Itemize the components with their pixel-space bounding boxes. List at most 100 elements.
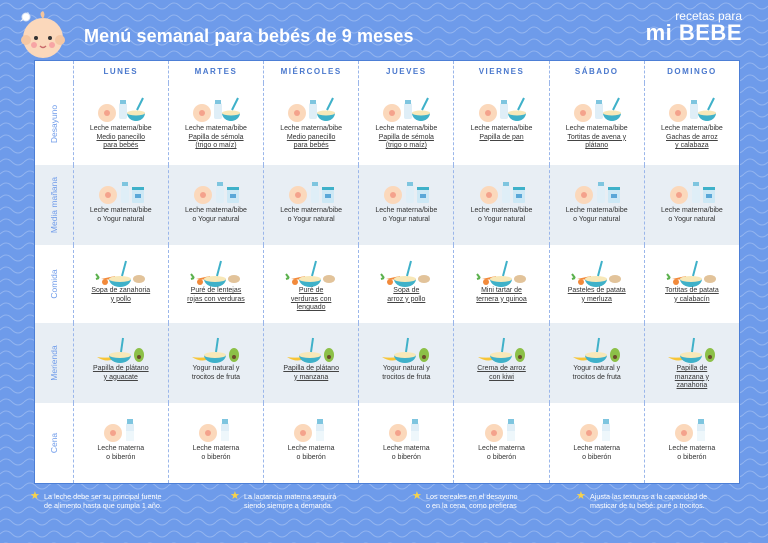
dish-text: Crema de arroz con kiwi <box>457 365 545 382</box>
recipe-link-text[interactable]: arroz y pollo <box>387 295 426 303</box>
menu-cell: Mini tartar de ternera y quinoa <box>453 245 548 323</box>
menu-cell: Yogur natural y trocitos de fruta <box>548 323 644 403</box>
meal-label: Cena <box>48 432 59 454</box>
day-header-2: MIÉRCOLES <box>263 61 358 83</box>
footer-tip-line: Los cereales en el desayuno <box>426 492 518 501</box>
dish-alt-text: o biberón <box>677 453 707 461</box>
dish-text: Leche materna/bibe Tortitas de avena y plá… <box>553 125 641 151</box>
recipe-link-text[interactable]: Medio panecillo <box>286 133 336 141</box>
recipe-link-text[interactable]: y aguacate <box>103 373 138 381</box>
breast-bottle-icon <box>198 419 229 442</box>
bottle-bowl-icon <box>478 97 526 122</box>
footer-tip-line: Ajusta las texturas a la capacidad de <box>590 492 708 501</box>
dish-base-text: Leche materna <box>382 445 430 452</box>
dish-text: Yogur natural y trocitos de fruta <box>553 365 641 382</box>
dish-base-text: Yogur natural y <box>192 365 240 372</box>
recipe-link-text[interactable]: Papilla de plátano <box>283 365 339 372</box>
footer-tip-text: La leche debe ser su principal fuente de … <box>44 492 162 510</box>
recipe-link-text[interactable]: Gachas de arroz <box>666 133 718 141</box>
breast-bottle-icon <box>579 419 610 442</box>
recipe-link-text[interactable]: manzana y <box>674 373 710 381</box>
dish-alt-text: o Yogur natural <box>477 215 526 223</box>
dish-base-text: Leche materna/bibe <box>660 125 723 132</box>
dish-alt-text: o Yogur natural <box>382 215 430 223</box>
menu-cell: Leche materna/bibe o Yogur natural <box>263 165 358 245</box>
recipe-link-text[interactable]: y pollo <box>110 295 131 303</box>
recipe-link-text[interactable]: (trigo o maíz) <box>195 142 237 150</box>
recipe-link-text[interactable]: Sopa de <box>393 287 420 294</box>
recipe-link-text[interactable]: y calabacín <box>674 295 710 303</box>
recipe-link-text[interactable]: rojas con verduras <box>187 295 245 303</box>
meal-label-cell: Cena <box>35 403 73 483</box>
recipe-link-text[interactable]: ternera y quinoa <box>476 295 527 303</box>
dish-text: Papilla de plátano y aguacate <box>77 365 165 382</box>
recipe-link-text[interactable]: Papilla de plátano <box>92 365 149 372</box>
recipe-link-text[interactable]: lenguado <box>296 304 326 312</box>
dish-text: Yogur natural y trocitos de fruta <box>172 365 260 382</box>
dish-text: Leche materna o biberón <box>648 445 736 462</box>
menu-cell: Papilla de plátano y aguacate <box>72 323 168 403</box>
vegetables-icon <box>285 260 336 287</box>
recipe-link-text[interactable]: Puré de <box>298 287 324 294</box>
meal-label: Merienda <box>48 345 59 381</box>
recipe-link-text[interactable]: Pasteles de patata <box>567 287 626 294</box>
recipe-link-text[interactable]: para bebés <box>293 142 329 150</box>
recipe-link-text[interactable]: Medio panecillo <box>96 133 146 141</box>
meal-label-cell: Merienda <box>35 323 73 403</box>
dish-alt-text: o Yogur natural <box>97 215 145 223</box>
recipe-link-text[interactable]: Tortitas de avena y <box>567 133 627 141</box>
dish-text: Leche materna/bibe o Yogur natural <box>553 207 641 224</box>
recipe-link-text[interactable]: Sopa de zanahoria <box>91 287 151 294</box>
menu-cell: Leche materna o biberón <box>358 403 453 483</box>
recipe-link-text[interactable]: Papilla de sémola <box>188 133 244 141</box>
dish-text: Leche materna/bibe o Yogur natural <box>457 207 545 224</box>
recipe-link-text[interactable]: plátano <box>585 142 609 150</box>
day-header-4: VIERNES <box>453 61 548 83</box>
star-icon: ★ <box>576 490 586 502</box>
dish-text: Leche materna/bibe Papilla de pan <box>457 125 545 142</box>
brand-logo: recetas para mi BEBE <box>646 10 742 44</box>
recipe-link-text[interactable]: Puré de lentejas <box>190 287 242 294</box>
recipe-link-text[interactable]: y merluza <box>581 295 612 303</box>
dish-text: Yogur natural y trocitos de fruta <box>362 365 450 382</box>
recipe-link-text[interactable]: Papilla de sémola <box>378 133 434 141</box>
recipe-link-text[interactable]: (trigo o maíz) <box>385 142 427 150</box>
vegetables-icon <box>380 260 431 287</box>
dish-base-text: Yogur natural y <box>573 365 621 372</box>
menu-cell: Leche materna/bibe Medio panecillo para be… <box>263 83 358 165</box>
menu-cell: Leche materna/bibe Papilla de sémola (trig… <box>358 83 453 165</box>
meal-row: Merienda Papilla de plátano y aguacate Yogu… <box>35 323 739 403</box>
recipe-link-text[interactable]: y manzana <box>294 373 329 381</box>
recipe-link-text[interactable]: para bebés <box>103 142 139 150</box>
recipe-link-text[interactable]: Papilla de <box>676 365 708 372</box>
recipe-link-text[interactable]: Tortitas de patata <box>665 287 719 294</box>
dish-text: Leche materna o biberón <box>457 445 545 462</box>
recipe-link-text[interactable]: con kiwi <box>489 373 514 381</box>
recipe-link-text[interactable]: y calabaza <box>675 142 709 150</box>
recipe-link-text[interactable]: Mini tartar de <box>481 287 522 294</box>
recipe-link-text[interactable]: Crema de arroz <box>477 365 526 372</box>
bottle-yogurt-icon <box>289 182 335 204</box>
dish-base-text: Leche materna <box>478 445 525 452</box>
dish-text: Leche materna/bibe o Yogur natural <box>77 207 165 224</box>
menu-cell: Yogur natural y trocitos de fruta <box>358 323 453 403</box>
recipe-link-text[interactable]: verduras con <box>290 295 332 303</box>
menu-cell: Leche materna o biberón <box>167 403 263 483</box>
dish-text: Leche materna o biberón <box>267 445 355 462</box>
meal-label-cell: Media mañana <box>35 165 73 245</box>
recipe-link-text[interactable]: Papilla de pan <box>479 133 524 141</box>
menu-cell: Leche materna/bibe o Yogur natural <box>453 165 548 245</box>
dish-base-text: Leche materna/bibe <box>89 207 152 214</box>
star-icon: ★ <box>230 490 240 502</box>
vegetables-icon <box>570 260 621 287</box>
footer-tip-line: de alimento hasta que cumpla 1 año. <box>44 501 162 510</box>
dish-alt-text: o Yogur natural <box>573 215 621 223</box>
dish-text: Leche materna o biberón <box>362 445 450 462</box>
breast-bottle-icon <box>674 419 705 442</box>
dish-text: Leche materna/bibe o Yogur natural <box>362 207 450 224</box>
bottle-yogurt-icon <box>384 182 430 204</box>
vegetables-icon <box>190 260 240 287</box>
footer-tip-line: La lactancia materna seguirá <box>244 492 337 501</box>
recipe-link-text[interactable]: zanahoria <box>676 382 708 390</box>
menu-cell: Papilla de manzana y zanahoria <box>643 323 739 403</box>
